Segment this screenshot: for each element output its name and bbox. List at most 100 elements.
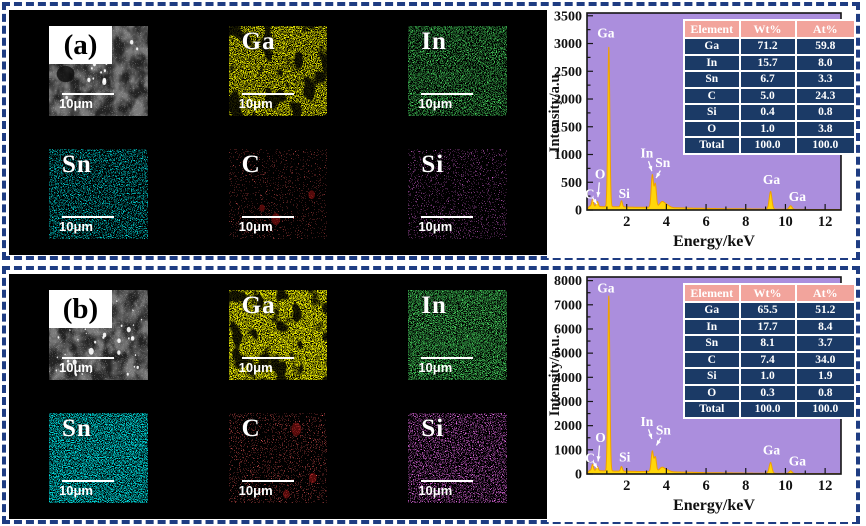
scale-bar-label: 10μm: [238, 219, 273, 234]
scale-bar-label: 10μm: [238, 360, 273, 375]
element-label: Sn: [62, 151, 92, 178]
scale-bar-line: [62, 93, 114, 95]
table-cell: 24.3: [796, 88, 854, 103]
table-row: In 17.7 8.4: [685, 319, 854, 334]
peak-label-in: In: [641, 145, 654, 160]
carbon-clusters: [282, 422, 317, 499]
scale-bar-line: [62, 480, 114, 482]
peak-arrowhead: [592, 198, 597, 205]
map-tile-si: Si 10μm: [408, 413, 507, 503]
table-header-cell: Element: [685, 21, 739, 37]
scale-bar-label: 10μm: [238, 483, 273, 498]
scale-bar-label: 10μm: [418, 360, 453, 375]
scale-bar-line: [421, 480, 474, 482]
table-cell: Ga: [685, 303, 739, 318]
element-label: Ga: [241, 28, 276, 55]
eds-panel-b: (b) 10μm Ga 10μm In 10μm Sn 10μm C 10μm Si 10μm 2 4 6 8…: [2, 266, 860, 524]
map-tile-si: Si 10μm: [408, 149, 507, 239]
table-cell: Ga: [685, 39, 739, 54]
table-cell: 100.0: [796, 402, 854, 417]
scale-bar: 10μm: [239, 357, 294, 375]
scale-bar-label: 10μm: [59, 96, 93, 111]
table-cell: 5.0: [740, 88, 795, 103]
scale-bar-line: [421, 357, 474, 359]
table-cell: C: [685, 88, 739, 103]
peak-label-ga: Ga: [789, 453, 807, 468]
composition-table: Element Wt% At% Ga 65.5 51.2 In 17.7 8.4 Sn 8.1 3.7…: [683, 283, 856, 419]
table-row: Total 100.0 100.0: [685, 138, 854, 153]
x-tick-label: 4: [663, 478, 670, 494]
table-cell: Total: [685, 138, 739, 153]
elemental-maps-grid: (b) 10μm Ga 10μm In 10μm Sn 10μm C 10μm Si 10μm: [9, 274, 547, 519]
table-cell: 17.7: [740, 319, 795, 334]
table-header-cell: Wt%: [740, 21, 795, 37]
map-tile-c: C 10μm: [228, 413, 328, 503]
y-axis-label: Intensity/a.u.: [547, 335, 563, 416]
composition-table-inset: Element Wt% At% Ga 71.2 59.8 In 15.7 8.0 Sn 6.7 3.3…: [683, 19, 856, 155]
element-label: In: [421, 28, 447, 55]
table-cell: 59.8: [796, 39, 854, 54]
table-cell: Si: [685, 105, 739, 120]
table-cell: In: [685, 55, 739, 70]
x-tick-label: 12: [818, 478, 833, 494]
table-row: Ga 71.2 59.8: [685, 39, 854, 54]
table-cell: C: [685, 352, 739, 367]
scale-bar: 10μm: [59, 93, 114, 111]
element-map-image: [408, 149, 507, 239]
table-row: C 7.4 34.0: [685, 352, 854, 367]
element-map-image: [408, 290, 507, 380]
composition-table-inset: Element Wt% At% Ga 65.5 51.2 In 17.7 8.4 Sn 8.1 3.7…: [683, 283, 856, 419]
peak-label-si: Si: [619, 186, 631, 201]
table-cell: 34.0: [796, 352, 854, 367]
peak-arrowhead: [596, 191, 601, 198]
scale-bar-line: [62, 357, 114, 359]
table-row: Total 100.0 100.0: [685, 402, 854, 417]
sem-image-tile: (a) 10μm: [49, 26, 148, 116]
noise-layer: [49, 413, 148, 503]
scale-bar: 10μm: [239, 93, 294, 111]
peak-arrowhead: [648, 165, 653, 172]
peak-label-in: In: [641, 414, 654, 429]
table-header-cell: Element: [685, 285, 739, 301]
table-cell: 15.7: [740, 55, 795, 70]
y-tick-label: 1500: [554, 120, 582, 135]
scale-bar: 10μm: [418, 357, 474, 375]
scale-bar: 10μm: [418, 216, 474, 234]
peak-arrowhead: [596, 456, 601, 462]
element-map-image: [408, 26, 507, 116]
scale-bar-line: [62, 216, 114, 218]
table-row: Si 1.0 1.9: [685, 369, 854, 384]
table-cell: 0.8: [796, 385, 854, 400]
x-tick-label: 2: [623, 478, 630, 494]
table-cell: 0.8: [796, 105, 854, 120]
element-label: Ga: [241, 292, 276, 319]
x-tick-label: 4: [663, 214, 670, 230]
element-label: In: [421, 292, 447, 319]
eds-spectrum-area: 2 4 6 8 10 12 0 500 1000 1500 2000 2500 3000 3500 Ener…: [547, 6, 856, 258]
y-tick-label: 1000: [554, 148, 582, 163]
table-header-cell: At%: [796, 285, 854, 301]
element-map-image: [49, 413, 148, 503]
table-cell: 0.3: [740, 385, 795, 400]
table-cell: 8.4: [796, 319, 854, 334]
table-cell: 1.0: [740, 369, 795, 384]
element-label: C: [241, 151, 261, 178]
table-cell: Sn: [685, 72, 739, 87]
scale-bar-line: [241, 216, 294, 218]
panel-letter-label: (b): [49, 290, 112, 328]
table-row: Sn 6.7 3.3: [685, 72, 854, 87]
scale-bar-label: 10μm: [418, 483, 453, 498]
noise-layer: [408, 290, 507, 380]
peak-label-c: C: [585, 186, 595, 201]
map-tile-ga: Ga 10μm: [228, 26, 328, 116]
map-tile-sn: Sn 10μm: [49, 149, 148, 239]
table-cell: 100.0: [740, 138, 795, 153]
y-tick-label: 8000: [554, 274, 582, 289]
peak-label-sn: Sn: [655, 155, 671, 170]
y-tick-label: 3000: [554, 395, 582, 410]
y-tick-label: 4000: [554, 371, 582, 386]
peak-label-sn: Sn: [656, 422, 672, 437]
scale-bar-line: [241, 93, 294, 95]
scale-bar-label: 10μm: [418, 219, 453, 234]
table-row: O 1.0 3.8: [685, 121, 854, 136]
